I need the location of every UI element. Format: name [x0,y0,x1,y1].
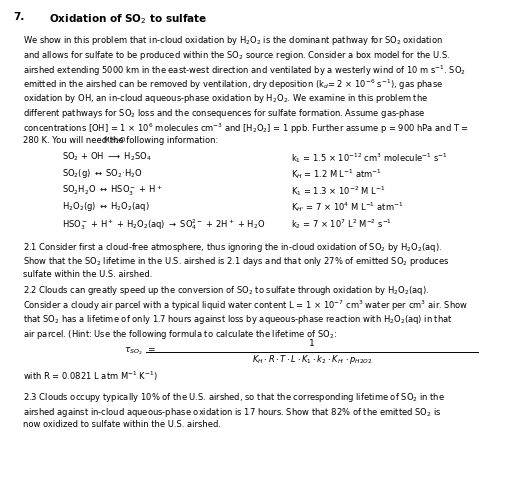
Text: We show in this problem that in-cloud oxidation by H$_2$O$_2$ is the dominant pa: We show in this problem that in-cloud ox… [23,34,444,47]
Text: K$_{H'}$ = 7 × 10$^4$ M L$^{-1}$ atm$^{-1}$: K$_{H'}$ = 7 × 10$^4$ M L$^{-1}$ atm$^{-… [291,200,404,214]
Text: 2.2 Clouds can greatly speed up the conversion of SO$_2$ to sulfate through oxid: 2.2 Clouds can greatly speed up the conv… [23,284,430,297]
Text: SO$_2$(g) $\leftrightarrow$ SO$_2$·H$_2$O: SO$_2$(g) $\leftrightarrow$ SO$_2$·H$_2$… [62,167,143,180]
Text: k$_1$ = 1.5 × 10$^{-12}$ cm$^3$ molecule$^{-1}$ s$^{-1}$: k$_1$ = 1.5 × 10$^{-12}$ cm$^3$ molecule… [291,151,448,165]
Text: that SO$_2$ has a lifetime of only 1.7 hours against loss by aqueous-phase react: that SO$_2$ has a lifetime of only 1.7 h… [23,313,453,327]
Text: sulfate within the U.S. airshed.: sulfate within the U.S. airshed. [23,270,153,279]
Text: 1: 1 [309,339,315,348]
Text: 280 K. You will need the following information:: 280 K. You will need the following infor… [23,136,218,145]
Text: 7.: 7. [13,12,24,22]
Text: air parcel. (Hint: Use the following formula to calculate the lifetime of SO$_2$: air parcel. (Hint: Use the following for… [23,328,337,341]
Text: and allows for sulfate to be produced within the SO$_2$ source region. Consider : and allows for sulfate to be produced wi… [23,49,451,62]
Text: HSO$_3^-$ + H$^+$ + H$_2$O$_2$(aq) $\rightarrow$ SO$_4^{2-}$ + 2H$^+$ + H$_2$O: HSO$_3^-$ + H$^+$ + H$_2$O$_2$(aq) $\rig… [62,217,266,232]
Text: $K_H \cdot R \cdot T \cdot L \cdot K_1 \cdot k_2 \cdot K_{H'} \cdot p_{H2O2}$: $K_H \cdot R \cdot T \cdot L \cdot K_1 \… [252,353,372,366]
Text: emitted in the airshed can be removed by ventilation, dry deposition (k$_d$= 2 ×: emitted in the airshed can be removed by… [23,78,444,92]
Text: Show that the SO$_2$ lifetime in the U.S. airshed is 2.1 days and that only 27% : Show that the SO$_2$ lifetime in the U.S… [23,255,450,268]
Text: k$_2$ = 7 × 10$^7$ L$^2$ M$^{-2}$ s$^{-1}$: k$_2$ = 7 × 10$^7$ L$^2$ M$^{-2}$ s$^{-1… [291,217,392,231]
Text: different pathways for SO$_2$ loss and the consequences for sulfate formation. A: different pathways for SO$_2$ loss and t… [23,107,426,120]
Text: airshed extending 5000 km in the east-west direction and ventilated by a westerl: airshed extending 5000 km in the east-we… [23,63,466,78]
Text: Consider a cloudy air parcel with a typical liquid water content L = 1 × 10$^{-7: Consider a cloudy air parcel with a typi… [23,299,469,313]
Text: M,H$_2$O: M,H$_2$O [103,136,126,146]
Text: concentrations [OH] = 1 × 10$^6$ molecules cm$^{-3}$ and [H$_2$O$_2$] = 1 ppb. F: concentrations [OH] = 1 × 10$^6$ molecul… [23,122,470,136]
Text: airshed against in-cloud aqueous-phase oxidation is 17 hours. Show that 82% of t: airshed against in-cloud aqueous-phase o… [23,406,442,419]
Text: SO$_2$ + OH $\longrightarrow$ H$_2$SO$_4$: SO$_2$ + OH $\longrightarrow$ H$_2$SO$_4… [62,151,152,163]
Text: H$_2$O$_2$(g) $\leftrightarrow$ H$_2$O$_2$(aq): H$_2$O$_2$(g) $\leftrightarrow$ H$_2$O$_… [62,200,150,213]
Text: now oxidized to sulfate within the U.S. airshed.: now oxidized to sulfate within the U.S. … [23,420,222,430]
Text: K$_1$ = 1.3 × 10$^{-2}$ M L$^{-1}$: K$_1$ = 1.3 × 10$^{-2}$ M L$^{-1}$ [291,184,386,198]
Text: K$_H$ = 1.2 M L$^{-1}$ atm$^{-1}$: K$_H$ = 1.2 M L$^{-1}$ atm$^{-1}$ [291,167,382,181]
Text: Oxidation of SO$_2$ to sulfate: Oxidation of SO$_2$ to sulfate [49,12,207,26]
Text: 2.3 Clouds occupy typically 10% of the U.S. airshed, so that the corresponding l: 2.3 Clouds occupy typically 10% of the U… [23,391,446,404]
Text: 2.1 Consider first a cloud-free atmosphere, thus ignoring the in-cloud oxidation: 2.1 Consider first a cloud-free atmosphe… [23,241,443,254]
Text: $\tau_{SO_2}$  =: $\tau_{SO_2}$ = [124,345,156,357]
Text: with R = 0.0821 L atm M$^{-1}$ K$^{-1}$): with R = 0.0821 L atm M$^{-1}$ K$^{-1}$) [23,369,159,383]
Text: oxidation by OH, an in-cloud aqueous-phase oxidation by H$_2$O$_2$. We examine i: oxidation by OH, an in-cloud aqueous-pha… [23,92,429,105]
Text: SO$_2$H$_2$O $\leftrightarrow$ HSO$_3^-$ + H$^+$: SO$_2$H$_2$O $\leftrightarrow$ HSO$_3^-$… [62,184,163,198]
